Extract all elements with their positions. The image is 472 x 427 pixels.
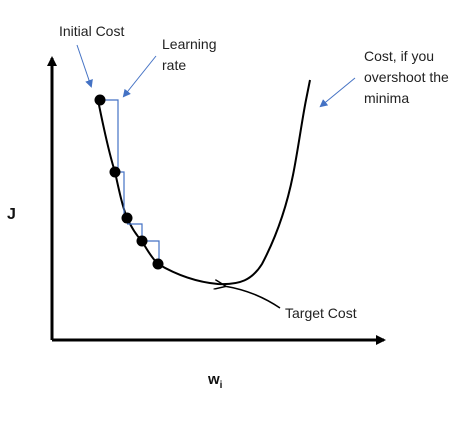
gradient-point-2 [109, 166, 121, 178]
initial-cost-label: Initial Cost [59, 23, 124, 39]
overshoot-line-3: minima [364, 90, 409, 106]
target-cost-arrow [224, 286, 281, 309]
x-axis-label-main: w [207, 371, 220, 388]
cost-curve [97, 79, 311, 286]
overshoot-arrow [319, 77, 356, 108]
gradient-points [94, 94, 164, 270]
gradient-point-3 [121, 212, 133, 224]
x-axis-label-subscript: i [220, 380, 223, 391]
step-1 [100, 99, 119, 173]
overshoot-line-1: Cost, if you [364, 48, 434, 64]
step-3 [127, 223, 143, 241]
learning-rate-line-1: Learning [162, 36, 217, 52]
x-axis-label: wi [207, 371, 223, 391]
learning-rate-label: Learning rate [162, 36, 220, 73]
gradient-point-5 [152, 258, 164, 270]
learning-rate-line-2: rate [162, 57, 186, 73]
target-cost-label: Target Cost [285, 305, 357, 321]
initial-cost-arrow [76, 44, 93, 88]
y-axis-label: J [7, 206, 16, 223]
learning-rate-arrow [122, 55, 157, 98]
gradient-point-1 [94, 94, 106, 106]
step-4 [142, 240, 160, 264]
overshoot-line-2: overshoot the [364, 69, 449, 85]
learning-rate-steps [100, 99, 160, 264]
gradient-point-4 [136, 235, 148, 247]
overshoot-label: Cost, if you overshoot the minima [364, 48, 453, 106]
